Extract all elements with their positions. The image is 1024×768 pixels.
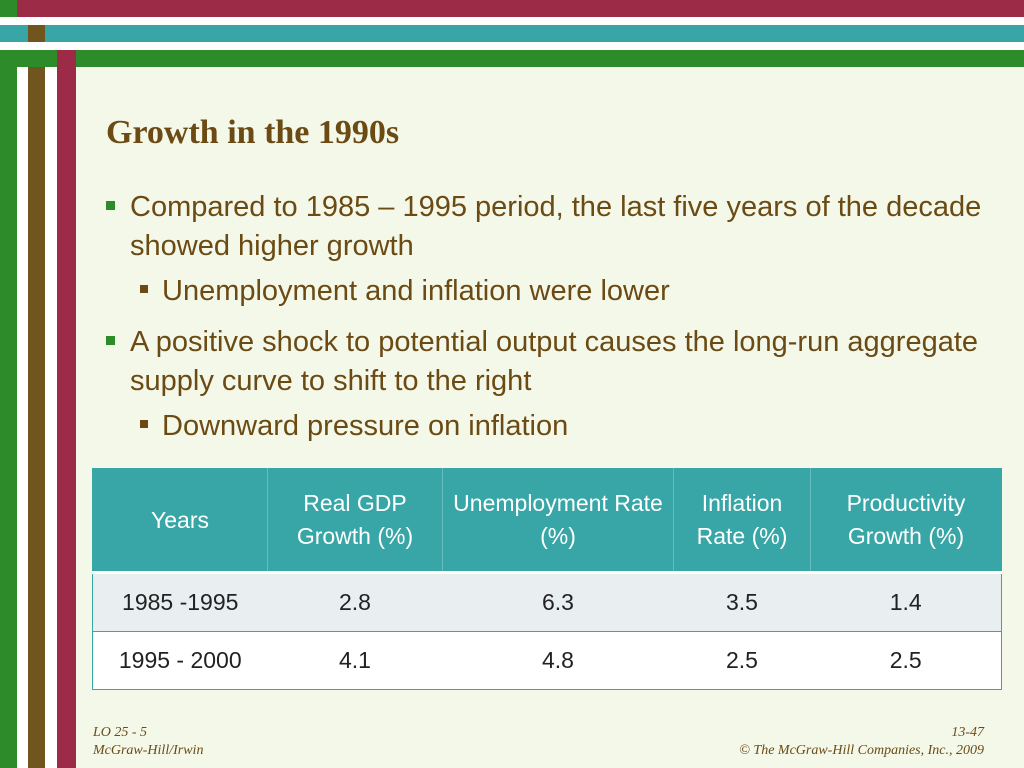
footer-right: 13-47 © The McGraw-Hill Companies, Inc.,…	[739, 724, 984, 760]
table-cell: 6.3	[442, 572, 674, 632]
sub-bullet-item: Unemployment and inflation were lower	[106, 272, 986, 311]
frame-stripe-teal-horizontal	[0, 25, 1024, 42]
publisher: McGraw-Hill/Irwin	[93, 743, 204, 758]
bullet-text: Compared to 1985 – 1995 period, the last…	[130, 191, 982, 262]
frame-stripe-red-horizontal	[0, 0, 1024, 17]
table-cell: 3.5	[673, 572, 811, 632]
table-cell: 1985 -1995	[92, 572, 268, 632]
bullet-item: A positive shock to potential output cau…	[106, 323, 986, 401]
bullet-text: A positive shock to potential output cau…	[130, 326, 979, 397]
sub-bullet-text: Unemployment and inflation were lower	[162, 275, 670, 307]
table-cell: 4.8	[442, 631, 674, 690]
footer-left: LO 25 - 5 McGraw-Hill/Irwin	[93, 724, 203, 760]
frame-stripe-green-vertical	[0, 0, 17, 768]
table-cell: 4.1	[267, 631, 443, 690]
frame-weave	[0, 0, 17, 17]
table-header-row: Years Real GDP Growth (%) Unemployment R…	[92, 468, 1002, 574]
frame-stripe-red-vertical	[57, 0, 76, 768]
table-cell: 1995 - 2000	[92, 631, 268, 690]
square-bullet-icon	[106, 201, 115, 210]
column-header: Real GDP Growth (%)	[267, 468, 443, 574]
sub-bullet-item: Downward pressure on inflation	[106, 407, 986, 446]
table-row: 1985 -1995 2.8 6.3 3.5 1.4	[92, 572, 1002, 632]
bullet-list: Compared to 1985 – 1995 period, the last…	[106, 188, 986, 458]
table-cell: 2.8	[267, 572, 443, 632]
sub-bullet-text: Downward pressure on inflation	[162, 410, 569, 442]
frame-gap	[0, 17, 1024, 25]
frame-weave	[57, 50, 76, 67]
column-header: Years	[92, 468, 268, 574]
table-row: 1995 - 2000 4.1 4.8 2.5 2.5	[92, 631, 1002, 690]
learning-objective: LO 25 - 5	[93, 725, 148, 740]
growth-table: Years Real GDP Growth (%) Unemployment R…	[92, 468, 1002, 690]
column-header: Unemployment Rate (%)	[442, 468, 674, 574]
square-bullet-icon	[106, 336, 115, 345]
frame-gap	[17, 0, 28, 768]
frame-gap	[45, 0, 57, 768]
square-bullet-icon	[140, 285, 148, 293]
bullet-item: Compared to 1985 – 1995 period, the last…	[106, 188, 986, 266]
page-number: 13-47	[951, 725, 984, 740]
square-bullet-icon	[140, 420, 148, 428]
frame-gap	[0, 42, 1024, 50]
slide-title: Growth in the 1990s	[106, 114, 400, 151]
table-cell: 1.4	[810, 572, 1002, 632]
column-header: Inflation Rate (%)	[673, 468, 811, 574]
table-cell: 2.5	[810, 631, 1002, 690]
table-cell: 2.5	[673, 631, 811, 690]
frame-weave	[28, 25, 45, 42]
copyright: © The McGraw-Hill Companies, Inc., 2009	[739, 743, 984, 758]
frame-stripe-green-horizontal	[0, 50, 1024, 67]
frame-stripe-brown-vertical	[28, 0, 45, 768]
column-header: Productivity Growth (%)	[810, 468, 1002, 574]
